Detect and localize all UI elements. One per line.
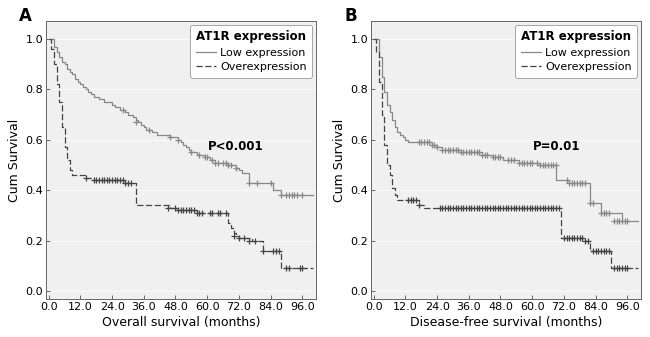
Text: P<0.001: P<0.001: [208, 140, 263, 153]
Text: A: A: [19, 7, 32, 25]
X-axis label: Disease-free survival (months): Disease-free survival (months): [410, 316, 602, 329]
Legend: Low expression, Overexpression: Low expression, Overexpression: [190, 25, 312, 78]
Text: B: B: [344, 7, 357, 25]
Text: P=0.01: P=0.01: [533, 140, 580, 153]
Y-axis label: Cum Survival: Cum Survival: [333, 118, 346, 202]
Y-axis label: Cum Survival: Cum Survival: [8, 118, 21, 202]
Legend: Low expression, Overexpression: Low expression, Overexpression: [515, 25, 637, 78]
X-axis label: Overall survival (months): Overall survival (months): [101, 316, 260, 329]
